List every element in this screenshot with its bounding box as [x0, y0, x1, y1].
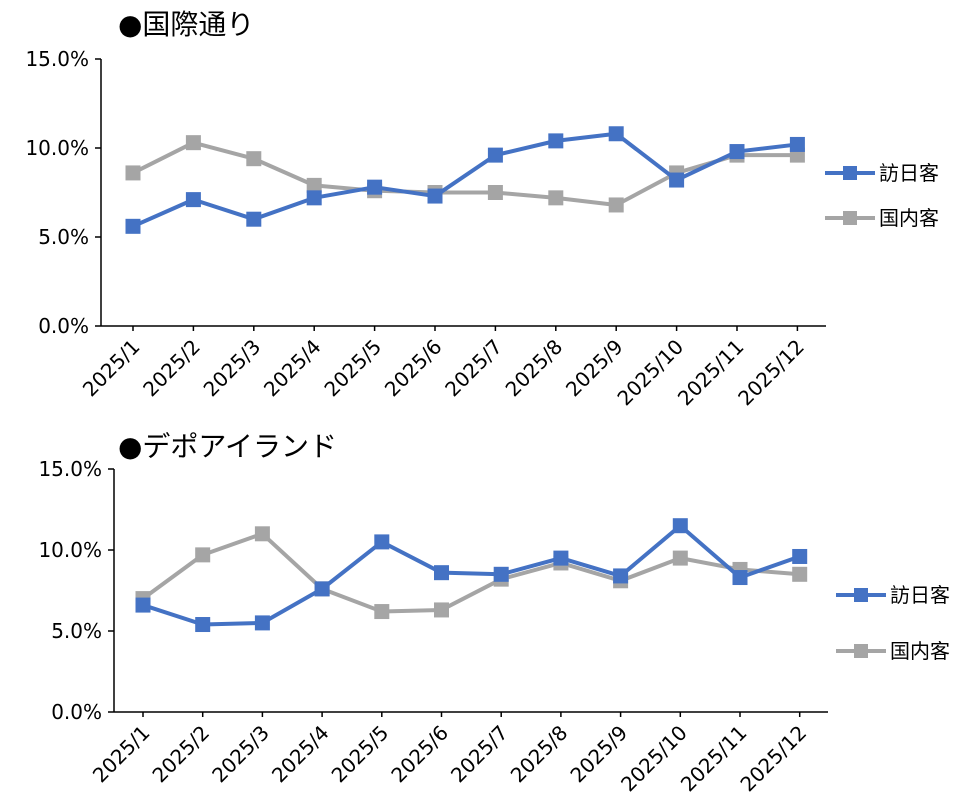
data-point [548, 190, 564, 206]
data-point [195, 617, 211, 633]
y-tick-label: 10.0% [25, 136, 89, 160]
x-tick-label: 2025/3 [207, 721, 274, 788]
series-line-2 [132, 140, 798, 207]
y-tick-label: 15.0% [25, 47, 89, 71]
data-point [487, 185, 503, 200]
data-point [792, 548, 808, 564]
chart-title: ●デポアイランド [118, 430, 337, 463]
x-tick-label: 2025/12 [736, 721, 812, 797]
x-tick-label: 2025/11 [673, 335, 749, 411]
x-tick-label: 2025/1 [78, 335, 145, 402]
data-point [254, 526, 270, 542]
chart-panel-1: ●国際通り0.0%5.0%10.0%15.0%2025/12025/22025/… [25, 8, 939, 410]
legend-marker [854, 644, 868, 658]
x-tick-label: 2025/6 [380, 335, 447, 402]
legend-marker [843, 211, 857, 225]
x-tick-label: 2025/2 [138, 335, 205, 402]
data-point [306, 190, 322, 206]
data-point [125, 218, 141, 234]
data-point [246, 151, 262, 167]
x-tick-label: 2025/6 [386, 721, 453, 788]
legend-label: 訪日客 [879, 161, 939, 185]
data-point [669, 172, 685, 188]
x-tick-label: 2025/2 [148, 721, 215, 788]
x-tick-label: 2025/8 [506, 721, 573, 788]
x-tick-label: 2025/7 [446, 721, 513, 788]
data-point [374, 604, 390, 620]
data-point [548, 133, 564, 149]
x-tick-label: 2025/10 [612, 335, 688, 411]
series-line-1 [132, 131, 798, 229]
y-tick-label: 10.0% [38, 538, 102, 562]
y-tick-label: 5.0% [38, 225, 89, 249]
data-point [125, 165, 141, 181]
x-tick-label: 2025/3 [199, 335, 266, 402]
data-point [434, 565, 449, 581]
x-tick-label: 2025/7 [440, 335, 507, 402]
data-point [729, 144, 745, 160]
series-line-2 [141, 531, 800, 614]
x-tick-label: 2025/12 [733, 335, 809, 411]
x-tick-label: 2025/4 [259, 335, 326, 402]
data-point [487, 147, 503, 163]
legend-label: 訪日客 [890, 583, 950, 607]
data-point [608, 197, 624, 213]
data-point [672, 550, 688, 566]
data-point [789, 136, 805, 152]
data-point [185, 192, 201, 208]
y-tick-label: 0.0% [51, 700, 102, 724]
data-point [254, 615, 270, 631]
data-point [732, 570, 748, 586]
data-point [135, 597, 151, 613]
x-tick-label: 2025/8 [501, 335, 568, 402]
legend-marker [843, 166, 857, 180]
x-tick-label: 2025/5 [319, 335, 386, 402]
series-line-1 [142, 523, 801, 627]
x-tick-label: 2025/1 [88, 721, 155, 788]
legend-marker [854, 588, 868, 602]
data-point [792, 566, 808, 582]
y-tick-label: 0.0% [38, 314, 89, 338]
data-point [306, 177, 322, 193]
chart-title: ●国際通り [118, 8, 254, 41]
data-point [374, 534, 390, 550]
data-point [434, 602, 449, 618]
data-point [672, 518, 688, 534]
data-point [493, 566, 509, 582]
x-tick-label: 2025/5 [327, 721, 394, 788]
data-point [367, 179, 383, 195]
data-point [185, 135, 201, 151]
data-point [608, 126, 624, 142]
legend-label: 国内客 [879, 206, 939, 230]
data-point [553, 550, 569, 566]
x-tick-label: 2025/4 [267, 721, 334, 788]
data-point [314, 581, 330, 597]
data-point [246, 211, 262, 227]
data-point [195, 547, 211, 563]
data-point [427, 188, 443, 204]
y-tick-label: 5.0% [51, 619, 102, 643]
legend-label: 国内客 [890, 639, 950, 663]
y-tick-label: 15.0% [38, 457, 102, 481]
chart-panel-2: ●デポアイランド0.0%5.0%10.0%15.0%2025/12025/220… [38, 430, 950, 796]
data-point [613, 568, 629, 584]
